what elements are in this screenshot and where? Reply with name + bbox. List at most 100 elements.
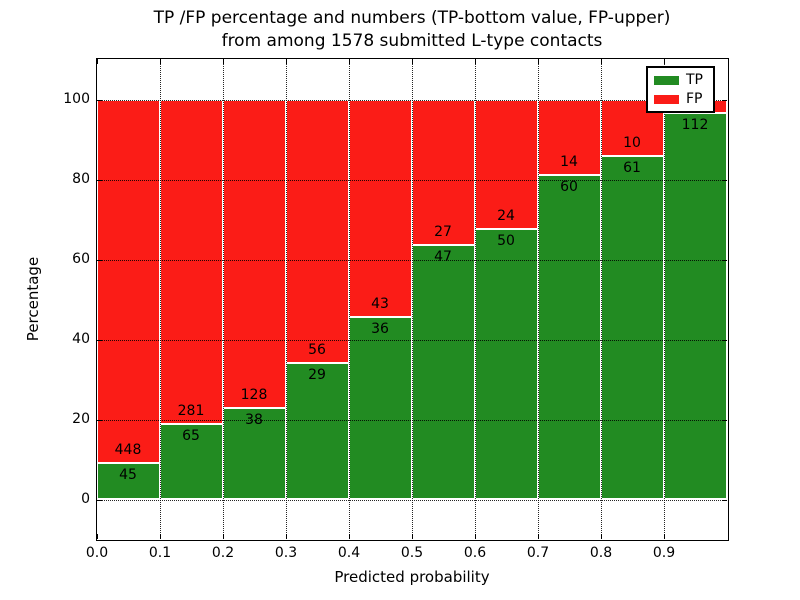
x-tick-mark	[474, 533, 476, 539]
bar-label-fp: 24	[497, 208, 515, 225]
x-tick-mark-top	[348, 58, 350, 64]
x-tick-mark-top	[222, 58, 224, 64]
bar-label-fp: 43	[371, 296, 389, 313]
bar-label-fp: 128	[240, 386, 268, 403]
x-tick-label: 0.9	[652, 545, 676, 561]
bar-segment-tp	[96, 462, 160, 500]
x-tick-label: 0.8	[589, 545, 613, 561]
x-tick-mark-top	[96, 58, 98, 64]
bar-label-tp: 38	[245, 411, 263, 428]
y-tick-label: 20	[72, 411, 90, 427]
legend-item-fp: FP	[654, 92, 713, 106]
x-tick-mark-top	[474, 58, 476, 64]
plot-area: 448 45 281 65 128 38 56 29 43 36 27 47 24 50 14 60 10 61 1…	[95, 57, 729, 541]
bar-label-tp: 36	[371, 321, 389, 338]
x-tick-label: 0.6	[463, 545, 487, 561]
gridline-vertical	[222, 58, 224, 539]
y-tick-mark-right	[721, 179, 727, 181]
y-tick-label: 0	[81, 491, 90, 507]
y-tick-mark-right	[721, 259, 727, 261]
x-tick-mark	[96, 533, 98, 539]
x-tick-label: 0.2	[211, 545, 235, 561]
gridline-horizontal	[96, 179, 727, 181]
gridline-horizontal	[96, 339, 727, 341]
y-tick-mark	[96, 99, 102, 101]
bar-segment-fp	[222, 99, 286, 408]
y-tick-mark	[96, 419, 102, 421]
x-tick-mark	[663, 533, 665, 539]
x-tick-mark-top	[663, 58, 665, 64]
bar-segment-tp	[663, 113, 727, 500]
bar-label-tp: 45	[119, 466, 137, 483]
y-tick-mark-right	[721, 339, 727, 341]
y-tick-label: 60	[72, 251, 90, 267]
x-tick-mark	[159, 533, 161, 539]
bar-label-tp: 47	[434, 249, 452, 266]
x-tick-mark	[537, 533, 539, 539]
bar-label-fp: 14	[560, 154, 578, 171]
x-tick-mark-top	[537, 58, 539, 64]
bar-segment-fp	[348, 99, 412, 318]
legend-item-tp: TP	[654, 73, 713, 87]
fp-swatch-icon	[654, 94, 679, 104]
bar-label-tp: 50	[497, 233, 515, 250]
bar-label-tp: 29	[308, 367, 326, 384]
bar-segment-fp	[159, 99, 223, 425]
x-tick-label: 0.4	[337, 545, 361, 561]
y-tick-mark-right	[721, 499, 727, 501]
chart-title-line2: from among 1578 submitted L-type contact…	[221, 31, 603, 51]
gridline-vertical	[600, 58, 602, 539]
bar-segment-tp	[348, 317, 412, 500]
bar-segment-fp	[96, 99, 160, 463]
y-tick-mark	[96, 179, 102, 181]
bar-label-tp: 112	[681, 117, 709, 134]
bar-label-tp: 61	[623, 159, 641, 176]
x-tick-label: 0.3	[274, 545, 298, 561]
y-tick-mark	[96, 499, 102, 501]
y-tick-mark-right	[721, 99, 727, 101]
y-tick-mark-right	[721, 419, 727, 421]
y-tick-label: 100	[63, 91, 90, 107]
bar-label-fp: 56	[308, 342, 326, 359]
bar-segment-tp	[600, 155, 664, 500]
x-tick-mark	[222, 533, 224, 539]
x-tick-mark-top	[411, 58, 413, 64]
x-tick-label: 0.0	[85, 545, 109, 561]
x-axis-label: Predicted probability	[334, 568, 490, 586]
gridline-vertical	[348, 58, 350, 539]
gridline-vertical	[537, 58, 539, 539]
legend-label-tp: TP	[686, 72, 703, 88]
bar-label-fp: 448	[114, 441, 142, 458]
x-tick-mark	[348, 533, 350, 539]
x-tick-label: 0.5	[400, 545, 424, 561]
y-tick-label: 40	[72, 331, 90, 347]
y-tick-label: 80	[72, 171, 90, 187]
x-tick-mark-top	[285, 58, 287, 64]
gridline-horizontal	[96, 99, 727, 101]
bar-label-tp: 60	[560, 179, 578, 196]
x-tick-mark	[411, 533, 413, 539]
gridline-vertical	[285, 58, 287, 539]
y-tick-mark	[96, 339, 102, 341]
bar-label-fp: 10	[623, 134, 641, 151]
bar-label-tp: 65	[182, 428, 200, 445]
bar-segment-tp	[159, 424, 223, 500]
x-tick-label: 0.1	[148, 545, 172, 561]
y-axis-label: Percentage	[24, 256, 42, 342]
x-tick-mark	[285, 533, 287, 539]
bar-label-fp: 27	[434, 224, 452, 241]
gridline-vertical	[663, 58, 665, 539]
y-tick-mark	[96, 259, 102, 261]
gridline-horizontal	[96, 259, 727, 261]
x-tick-mark-top	[600, 58, 602, 64]
bar-segment-tp	[411, 245, 475, 500]
gridline-vertical	[474, 58, 476, 539]
tp-swatch-icon	[654, 75, 679, 85]
legend-label-fp: FP	[686, 91, 703, 107]
bar-segment-tp	[537, 175, 601, 500]
gridline-vertical	[159, 58, 161, 539]
x-tick-mark-top	[159, 58, 161, 64]
chart-title-line1: TP /FP percentage and numbers (TP-bottom…	[153, 8, 671, 28]
bar-segment-tp	[474, 229, 538, 500]
